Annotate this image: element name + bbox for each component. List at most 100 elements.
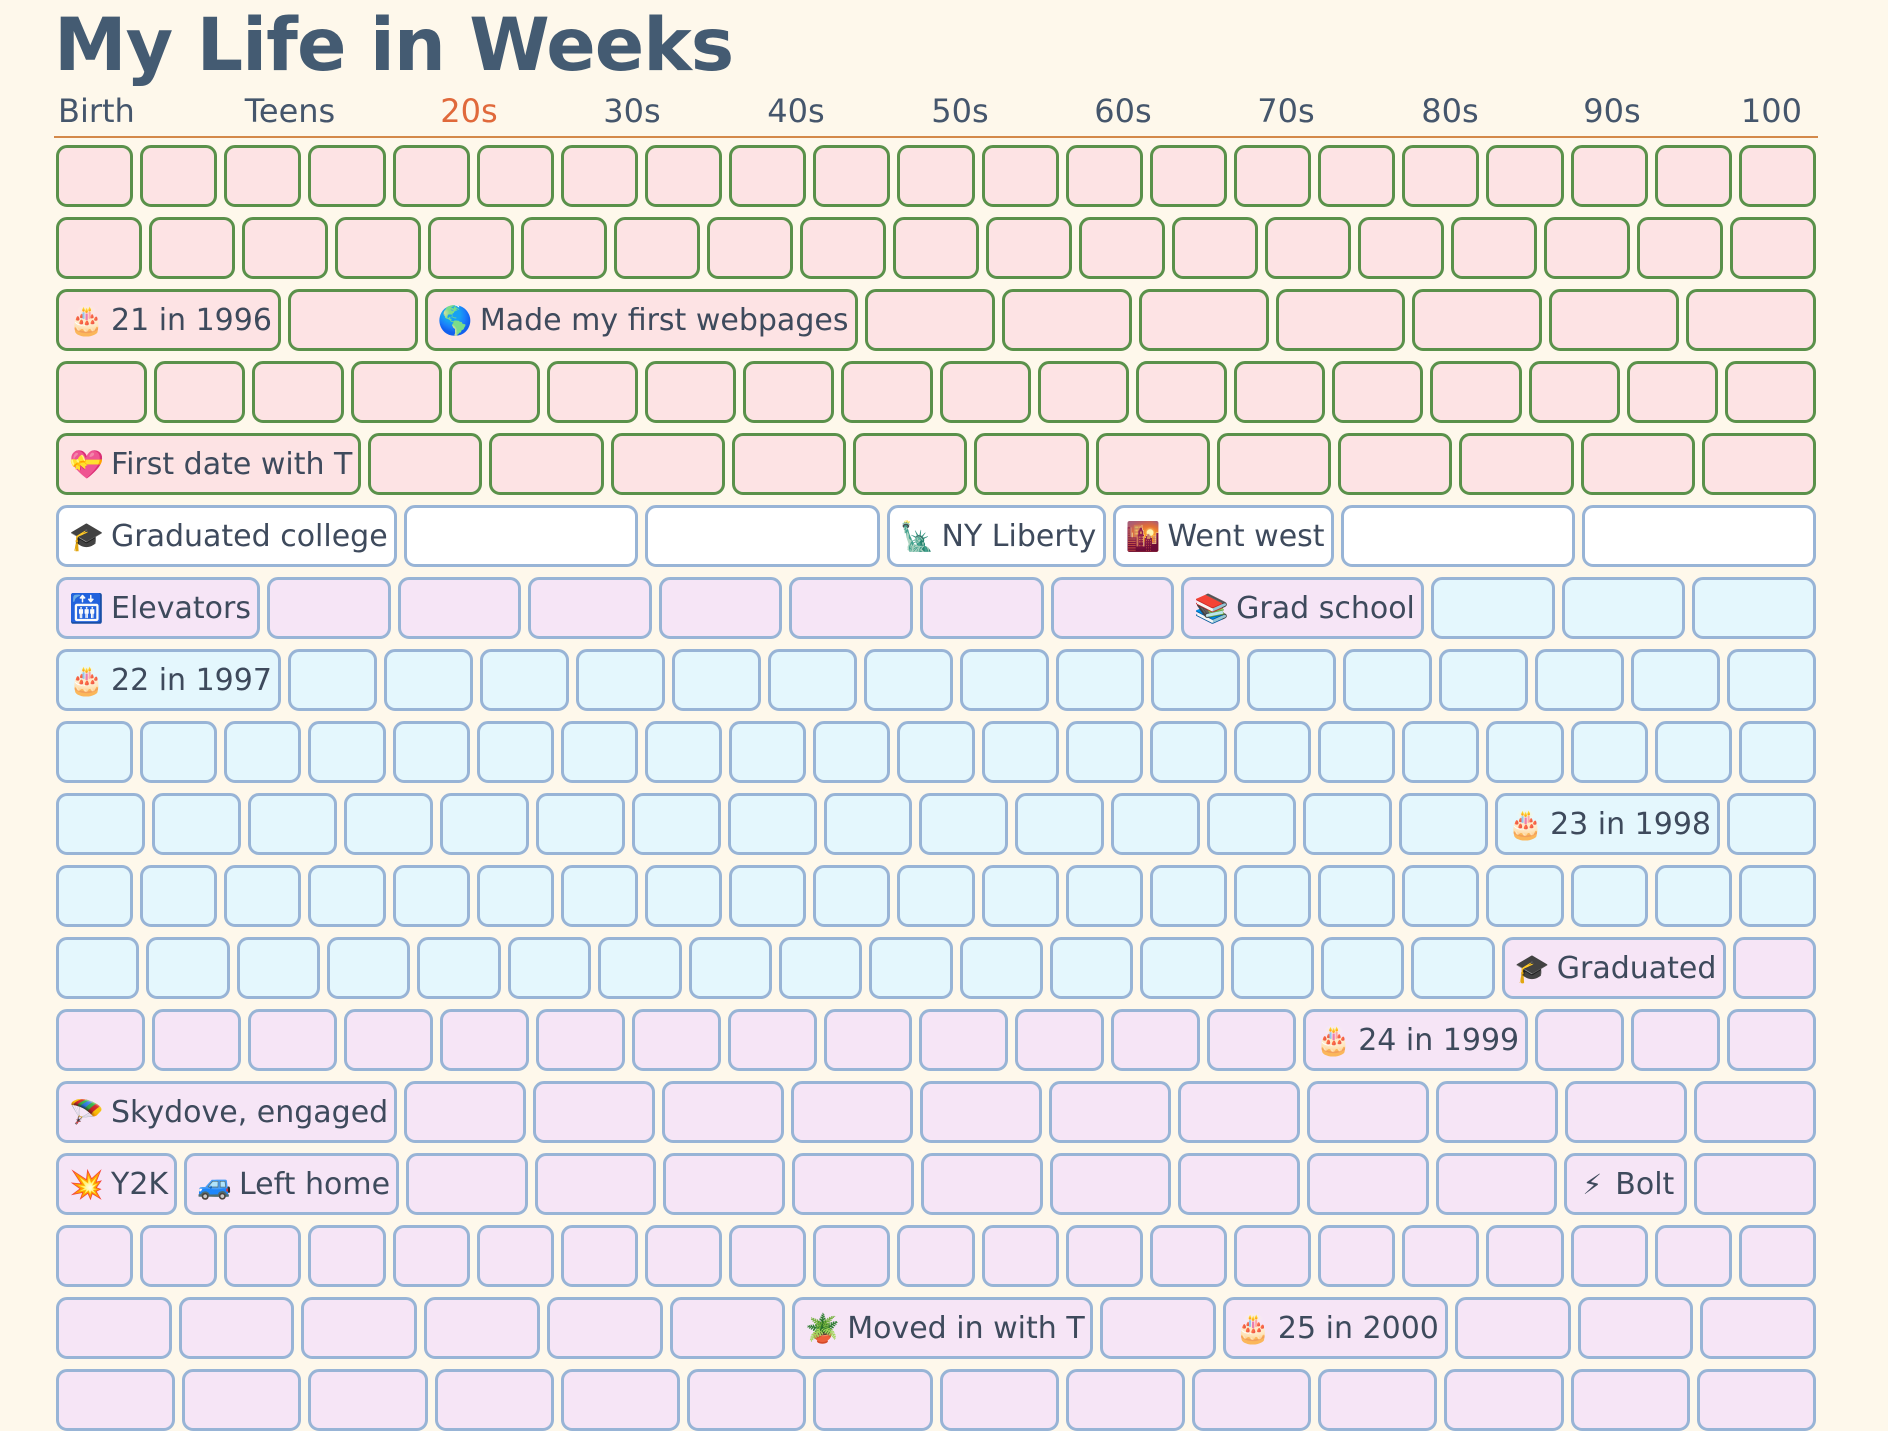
week-cell[interactable] [688, 937, 772, 999]
week-cell[interactable] [1275, 289, 1406, 351]
week-cell[interactable] [1412, 289, 1543, 351]
week-cell[interactable] [986, 217, 1072, 279]
week-cell[interactable] [707, 217, 793, 279]
week-cell[interactable] [645, 505, 880, 567]
week-cell[interactable] [476, 1225, 554, 1287]
week-cell[interactable] [146, 937, 230, 999]
week-cell[interactable] [671, 649, 761, 711]
week-cell[interactable] [1065, 865, 1143, 927]
milestone-week[interactable]: 🛗 Elevators [56, 577, 260, 639]
week-cell[interactable] [1528, 361, 1620, 423]
week-cell[interactable] [1111, 793, 1201, 855]
week-cell[interactable] [1307, 1081, 1429, 1143]
week-cell[interactable] [535, 1009, 625, 1071]
week-cell[interactable] [1207, 1009, 1297, 1071]
week-cell[interactable] [1318, 721, 1396, 783]
week-cell[interactable] [864, 289, 995, 351]
week-cell[interactable] [535, 793, 625, 855]
week-cell[interactable] [1402, 865, 1480, 927]
week-cell[interactable] [981, 145, 1059, 207]
week-cell[interactable] [182, 1369, 302, 1431]
week-cell[interactable] [560, 1369, 681, 1431]
week-cell[interactable] [1191, 1369, 1312, 1431]
week-cell[interactable] [663, 1153, 786, 1215]
week-cell[interactable] [1631, 649, 1721, 711]
week-cell[interactable] [439, 1009, 529, 1071]
week-cell[interactable] [56, 1369, 176, 1431]
milestone-week[interactable]: 🎂 25 in 2000 [1222, 1297, 1448, 1359]
week-cell[interactable] [1338, 433, 1453, 495]
week-cell[interactable] [56, 1009, 145, 1071]
week-cell[interactable] [1411, 937, 1495, 999]
week-cell[interactable] [1565, 1081, 1687, 1143]
week-cell[interactable] [1149, 145, 1227, 207]
week-cell[interactable] [288, 649, 377, 711]
week-cell[interactable] [644, 721, 723, 783]
week-cell[interactable] [1399, 793, 1489, 855]
week-cell[interactable] [729, 1225, 807, 1287]
week-cell[interactable] [224, 721, 302, 783]
week-cell[interactable] [939, 361, 1031, 423]
week-cell[interactable] [154, 361, 246, 423]
week-cell[interactable] [476, 145, 554, 207]
week-cell[interactable] [1486, 1225, 1564, 1287]
week-cell[interactable] [236, 937, 321, 999]
week-cell[interactable] [178, 1297, 295, 1359]
week-cell[interactable] [224, 145, 302, 207]
week-cell[interactable] [343, 1009, 433, 1071]
week-cell[interactable] [56, 937, 140, 999]
week-cell[interactable] [1318, 1369, 1438, 1431]
week-cell[interactable] [1637, 217, 1723, 279]
week-cell[interactable] [729, 721, 807, 783]
milestone-week[interactable]: 🎂 21 in 1996 [56, 289, 281, 351]
week-cell[interactable] [560, 865, 638, 927]
week-cell[interactable] [919, 577, 1044, 639]
week-cell[interactable] [428, 217, 514, 279]
week-cell[interactable] [813, 1369, 933, 1431]
week-cell[interactable] [897, 865, 975, 927]
week-cell[interactable] [1140, 937, 1224, 999]
week-cell[interactable] [792, 1153, 914, 1215]
week-cell[interactable] [406, 1153, 528, 1215]
week-cell[interactable] [534, 1153, 657, 1215]
week-cell[interactable] [1247, 649, 1337, 711]
week-cell[interactable] [791, 1081, 913, 1143]
week-cell[interactable] [1486, 721, 1564, 783]
week-cell[interactable] [919, 793, 1009, 855]
week-cell[interactable] [489, 433, 604, 495]
week-cell[interactable] [897, 721, 975, 783]
week-cell[interactable] [56, 1297, 172, 1359]
week-cell[interactable] [1727, 1009, 1816, 1071]
week-cell[interactable] [140, 1225, 218, 1287]
week-cell[interactable] [1233, 1225, 1312, 1287]
milestone-week[interactable]: 🎂 23 in 1998 [1495, 793, 1721, 855]
week-cell[interactable] [645, 361, 737, 423]
week-cell[interactable] [729, 145, 807, 207]
week-cell[interactable] [1738, 145, 1816, 207]
week-cell[interactable] [727, 793, 817, 855]
week-cell[interactable] [1454, 1297, 1571, 1359]
week-cell[interactable] [1402, 721, 1480, 783]
week-cell[interactable] [1654, 145, 1732, 207]
week-cell[interactable] [1318, 865, 1396, 927]
week-cell[interactable] [343, 793, 433, 855]
week-cell[interactable] [308, 1369, 428, 1431]
week-cell[interactable] [1451, 217, 1537, 279]
week-cell[interactable] [789, 577, 913, 639]
week-cell[interactable] [1654, 1225, 1732, 1287]
week-cell[interactable] [308, 721, 386, 783]
week-cell[interactable] [1570, 1225, 1648, 1287]
week-cell[interactable] [1402, 1225, 1480, 1287]
week-cell[interactable] [224, 1225, 302, 1287]
week-cell[interactable] [1701, 433, 1816, 495]
week-cell[interactable] [893, 217, 979, 279]
week-cell[interactable] [439, 793, 529, 855]
week-cell[interactable] [546, 361, 639, 423]
week-cell[interactable] [1079, 217, 1165, 279]
week-cell[interactable] [404, 1081, 526, 1143]
week-cell[interactable] [1738, 721, 1816, 783]
week-cell[interactable] [778, 937, 863, 999]
week-cell[interactable] [869, 937, 953, 999]
week-cell[interactable] [1318, 1225, 1396, 1287]
week-cell[interactable] [56, 145, 134, 207]
